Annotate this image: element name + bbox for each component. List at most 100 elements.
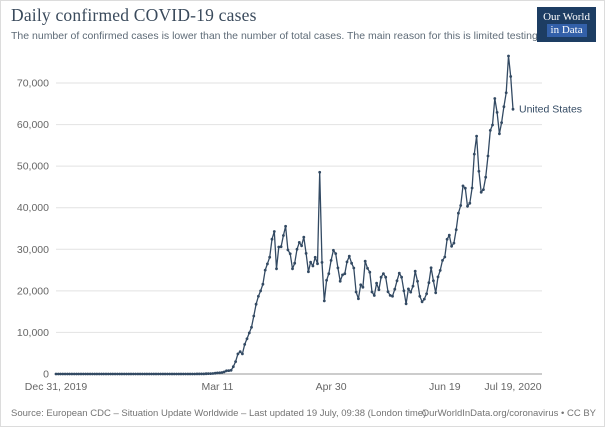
data-point xyxy=(400,275,403,279)
data-point xyxy=(484,175,488,179)
data-point xyxy=(461,184,465,188)
data-point xyxy=(304,252,308,255)
data-point xyxy=(470,186,474,190)
data-point xyxy=(377,288,381,292)
data-point xyxy=(450,244,453,248)
data-point xyxy=(70,372,74,376)
data-point xyxy=(97,372,101,376)
data-point xyxy=(302,235,306,239)
data-point xyxy=(247,331,251,335)
data-point xyxy=(225,369,228,373)
data-point xyxy=(463,186,467,190)
data-point xyxy=(386,290,390,294)
data-point xyxy=(170,372,174,376)
credit-link[interactable]: OurWorldInData.org/coronavirus • CC BY xyxy=(421,408,596,419)
data-point xyxy=(236,352,240,356)
data-point xyxy=(391,294,394,298)
data-point xyxy=(154,372,158,376)
data-point xyxy=(143,372,147,376)
y-tick-label: 40,000 xyxy=(17,202,49,214)
data-point xyxy=(288,252,292,256)
data-point xyxy=(359,283,363,287)
data-point xyxy=(213,371,217,375)
data-point xyxy=(413,269,417,273)
data-point xyxy=(434,291,438,295)
data-point xyxy=(193,372,197,376)
data-point xyxy=(329,259,333,262)
data-point xyxy=(227,369,231,372)
data-point xyxy=(56,372,60,376)
data-point xyxy=(445,237,449,241)
data-point xyxy=(109,372,112,376)
data-point xyxy=(486,154,490,158)
owid-logo[interactable]: Our World in Data xyxy=(537,7,596,43)
data-point xyxy=(454,228,458,232)
data-point xyxy=(366,266,369,270)
x-tick-label: Jun 19 xyxy=(429,381,461,393)
data-point xyxy=(59,372,62,376)
data-point xyxy=(295,247,299,251)
data-point xyxy=(231,365,235,369)
data-point xyxy=(382,272,385,275)
data-point xyxy=(113,372,117,376)
data-point xyxy=(436,275,440,279)
data-point xyxy=(509,75,513,78)
data-point xyxy=(134,372,138,376)
data-point xyxy=(388,294,392,297)
data-point xyxy=(282,234,285,237)
data-point xyxy=(338,279,342,283)
data-point xyxy=(129,372,133,376)
data-point xyxy=(361,285,365,289)
data-point xyxy=(254,302,258,306)
data-point xyxy=(307,270,310,274)
data-point xyxy=(168,372,172,376)
data-point xyxy=(500,121,503,124)
data-point xyxy=(200,372,203,376)
data-point xyxy=(432,279,435,283)
data-point xyxy=(177,372,181,376)
y-tick-label: 70,000 xyxy=(17,78,49,90)
data-point xyxy=(272,230,276,233)
data-point xyxy=(72,372,76,376)
data-point xyxy=(498,132,501,136)
data-point xyxy=(457,211,460,215)
y-tick-label: 60,000 xyxy=(17,119,49,131)
data-point xyxy=(88,372,92,376)
data-point xyxy=(441,259,444,262)
data-point xyxy=(313,255,317,259)
data-point xyxy=(363,259,367,263)
data-point xyxy=(268,255,272,259)
data-point xyxy=(393,287,397,291)
data-point xyxy=(395,279,399,283)
data-point xyxy=(502,105,506,109)
data-point xyxy=(120,372,124,376)
data-point xyxy=(125,372,128,376)
data-point xyxy=(404,302,408,306)
data-point xyxy=(350,261,353,265)
data-point xyxy=(100,372,103,376)
data-point xyxy=(91,372,94,376)
data-point xyxy=(61,372,65,376)
data-point xyxy=(266,262,269,266)
data-point xyxy=(488,129,492,132)
data-point xyxy=(275,267,278,271)
data-point xyxy=(93,372,97,376)
data-point xyxy=(181,372,185,376)
data-point xyxy=(368,270,372,274)
data-point xyxy=(504,91,508,95)
data-point xyxy=(384,275,388,279)
data-point xyxy=(472,152,476,156)
data-point xyxy=(466,204,469,208)
data-point xyxy=(357,297,360,301)
data-point xyxy=(491,123,494,127)
data-point xyxy=(277,245,281,249)
data-point xyxy=(138,372,142,376)
data-point xyxy=(352,266,356,270)
data-point xyxy=(411,284,415,288)
line-chart-svg: 0 10,000 20,000 30,000 40,000 50,000 60,000 70,… xyxy=(17,54,582,393)
data-point xyxy=(197,372,201,376)
data-point xyxy=(418,294,422,298)
data-point xyxy=(284,224,287,228)
data-point xyxy=(204,372,208,376)
data-point xyxy=(270,237,274,241)
